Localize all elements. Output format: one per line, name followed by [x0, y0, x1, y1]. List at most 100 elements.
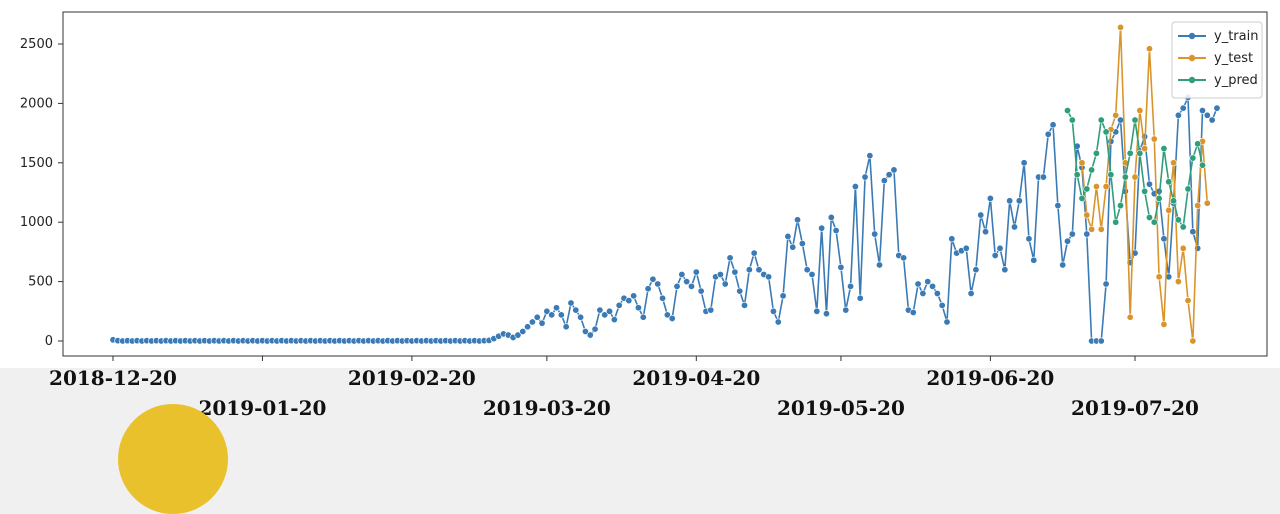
- data-point-y_pred: [1150, 218, 1158, 226]
- data-point-y_train: [731, 268, 739, 276]
- data-point-y_train: [861, 173, 869, 181]
- data-point-y_train: [663, 311, 671, 319]
- data-point-y_test: [1112, 111, 1120, 119]
- data-point-y_train: [1001, 266, 1009, 274]
- legend-marker-y_train: [1188, 32, 1196, 40]
- data-point-y_train: [659, 294, 667, 302]
- data-point-y_test: [1145, 45, 1153, 53]
- data-point-y_test: [1155, 273, 1163, 281]
- data-point-y_train: [683, 278, 691, 286]
- x-tick-label: 2019-06-20: [926, 366, 1055, 390]
- data-point-y_train: [1179, 104, 1187, 112]
- data-point-y_train: [977, 211, 985, 219]
- x-tick-label: 2019-03-20: [482, 396, 611, 420]
- data-point-y_test: [1102, 183, 1110, 191]
- data-point-y_train: [769, 307, 777, 315]
- data-point-y_train: [856, 294, 864, 302]
- data-point-y_train: [789, 243, 797, 251]
- legend-marker-y_pred: [1188, 76, 1196, 84]
- data-point-y_train: [1174, 111, 1182, 119]
- data-point-y_pred: [1117, 202, 1125, 210]
- data-point-y_pred: [1189, 154, 1197, 162]
- data-point-y_pred: [1121, 173, 1129, 181]
- data-point-y_test: [1117, 23, 1125, 31]
- data-point-y_train: [847, 282, 855, 290]
- x-tick-label: 2019-05-20: [776, 396, 905, 420]
- legend-label-y_pred: y_pred: [1214, 73, 1258, 88]
- data-point-y_train: [774, 318, 782, 326]
- data-point-y_train: [1015, 197, 1023, 205]
- data-point-y_pred: [1092, 149, 1100, 157]
- data-point-y_pred: [1126, 149, 1134, 157]
- data-point-y_train: [1198, 107, 1206, 115]
- data-point-y_train: [615, 301, 623, 309]
- data-point-y_pred: [1073, 171, 1081, 179]
- data-point-y_train: [1203, 111, 1211, 119]
- data-point-y_train: [1030, 256, 1038, 264]
- data-point-y_train: [697, 287, 705, 295]
- data-point-y_test: [1174, 278, 1182, 286]
- data-point-y_train: [591, 325, 599, 333]
- data-point-y_train: [596, 306, 604, 314]
- data-point-y_pred: [1068, 116, 1076, 124]
- y-axis: 0 500 1000 1500 2000 2500: [20, 37, 63, 349]
- data-point-y_test: [1141, 145, 1149, 153]
- data-point-y_train: [668, 314, 676, 322]
- data-point-y_test: [1097, 225, 1105, 233]
- legend: y_train y_test y_pred: [1171, 21, 1263, 99]
- x-tick-label: 2019-07-20: [1071, 396, 1199, 420]
- data-point-y_train: [919, 289, 927, 297]
- data-point-y_pred: [1112, 218, 1120, 226]
- data-point-y_pred: [1102, 128, 1110, 136]
- data-point-y_pred: [1141, 187, 1149, 195]
- data-point-y_train: [606, 307, 614, 315]
- line-chart: 0 500 1000 1500 2000 2500 y_train y_test y_pred: [20, 11, 1268, 361]
- data-point-y_train: [548, 311, 556, 319]
- data-point-y_train: [1097, 337, 1105, 345]
- data-point-y_pred: [1160, 145, 1168, 153]
- data-point-y_train: [948, 235, 956, 243]
- data-point-y_train: [794, 216, 802, 224]
- data-point-y_test: [1165, 206, 1173, 214]
- data-point-y_train: [750, 249, 758, 257]
- data-point-y_pred: [1170, 197, 1178, 205]
- data-point-y_train: [644, 285, 652, 293]
- legend-label-y_train: y_train: [1214, 29, 1258, 44]
- data-point-y_train: [1068, 230, 1076, 238]
- data-point-y_train: [880, 177, 888, 185]
- data-point-y_test: [1092, 183, 1100, 191]
- data-point-y_train: [1054, 202, 1062, 210]
- data-point-y_train: [678, 270, 686, 278]
- data-point-y_train: [716, 270, 724, 278]
- data-point-y_train: [736, 287, 744, 295]
- data-point-y_train: [572, 306, 580, 314]
- x-tick-label: 2019-04-20: [632, 366, 761, 390]
- data-point-y_train: [673, 282, 681, 290]
- data-point-y_train: [827, 213, 835, 221]
- data-point-y_train: [721, 280, 729, 288]
- data-point-y_test: [1131, 173, 1139, 181]
- data-point-y_train: [1213, 104, 1221, 112]
- data-point-y_train: [524, 323, 532, 331]
- data-point-y_train: [687, 282, 695, 290]
- data-point-y_train: [1107, 137, 1115, 145]
- x-tick-label: 2018-12-20: [49, 366, 177, 390]
- data-point-y_train: [818, 224, 826, 232]
- data-point-y_train: [1145, 180, 1153, 188]
- legend-marker-y_test: [1188, 54, 1196, 62]
- data-point-y_train: [538, 319, 546, 327]
- data-point-y_train: [1049, 121, 1057, 129]
- data-point-y_train: [900, 254, 908, 262]
- data-point-y_train: [625, 297, 633, 305]
- data-point-y_train: [933, 289, 941, 297]
- data-point-y_pred: [1078, 194, 1086, 202]
- y-tick-label: 1500: [20, 156, 53, 171]
- data-point-y_pred: [1194, 140, 1202, 148]
- data-point-y_train: [654, 280, 662, 288]
- data-point-y_test: [1189, 337, 1197, 345]
- data-point-y_train: [967, 289, 975, 297]
- data-point-y_train: [1064, 237, 1072, 245]
- data-point-y_train: [1160, 235, 1168, 243]
- x-axis: [112, 356, 1136, 361]
- data-point-y_pred: [1097, 116, 1105, 124]
